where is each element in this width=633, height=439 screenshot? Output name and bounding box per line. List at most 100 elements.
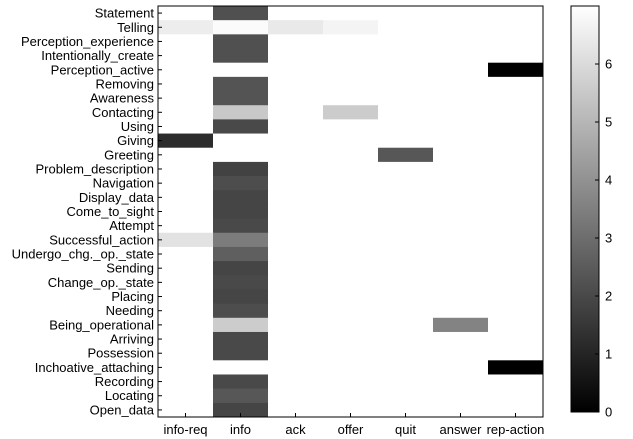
heatmap-cell [378,289,434,305]
x-tick-label: answer [440,422,483,437]
heatmap-cell [488,402,544,418]
heatmap-cell [488,303,544,319]
heatmap-cell [268,62,324,78]
heatmap-cell [213,119,269,134]
heatmap-cell [323,303,379,319]
heatmap-cell [268,360,324,375]
heatmap-cell [323,34,379,49]
heatmap-cell [378,76,434,92]
heatmap-cell [433,317,489,333]
heatmap-cell [213,20,269,35]
heatmap-cell [158,303,214,319]
heatmap-cell [213,261,269,276]
heatmap-cell [158,402,214,418]
heatmap-cell [158,232,214,248]
heatmap-cell [378,360,434,375]
heatmap-cell [488,91,544,106]
heatmap-cell [323,346,379,361]
y-tick-label: Greeting [104,147,154,162]
heatmap-cell [213,374,269,390]
heatmap-cell [158,76,214,92]
heatmap-cell [158,176,214,191]
heatmap-cell [213,232,269,248]
y-tick-label: Display_data [79,190,155,205]
colorbar-tick-label: 5 [605,115,612,130]
heatmap-cell [268,261,324,276]
heatmap-cell [378,275,434,290]
colorbar-tick-label: 2 [605,289,612,304]
heatmap-cell [488,161,544,177]
heatmap-cell [323,105,379,120]
heatmap-cell [213,275,269,290]
heatmap-cell [433,374,489,390]
heatmap-cell [378,91,434,106]
y-tick-label: Awareness [90,91,155,106]
heatmap-cell [433,261,489,276]
heatmap-cell [213,161,269,177]
y-tick-label: Telling [117,20,154,35]
heatmap-cell [213,6,269,21]
heatmap-cell [268,317,324,333]
heatmap-cell [158,261,214,276]
x-tick-label: quit [395,422,416,437]
heatmap-cell [323,275,379,290]
heatmap-cell [213,204,269,219]
y-axis: StatementTellingPerception_experienceInt… [12,6,162,417]
y-tick-label: Intentionally_create [41,48,154,63]
heatmap-cell [488,246,544,262]
heatmap-cell [488,232,544,248]
y-tick-label: Change_op._state [48,275,154,290]
heatmap-cell [268,20,324,35]
heatmap-cell [433,190,489,205]
heatmap-cell [268,346,324,361]
heatmap-cell [433,147,489,163]
heatmap-cell [158,388,214,404]
heatmap-cell [488,176,544,191]
y-tick-label: Inchoative_attaching [35,360,154,375]
y-tick-label: Being_operational [49,317,154,332]
heatmap-cell [433,6,489,21]
heatmap-cell [268,48,324,64]
heatmap-cells [158,6,544,418]
heatmap-cell [378,133,434,149]
heatmap-cell [213,176,269,191]
y-tick-label: Contacting [92,105,154,120]
heatmap-cell [268,232,324,248]
y-tick-label: Removing [95,76,154,91]
heatmap-cell [488,204,544,219]
heatmap-cell [488,76,544,92]
heatmap-cell [158,6,214,21]
heatmap-cell [323,374,379,390]
heatmap-cell [433,161,489,177]
heatmap-cell [268,275,324,290]
heatmap-cell [488,62,544,78]
heatmap-cell [323,360,379,375]
heatmap-cell [158,317,214,333]
y-tick-label: Statement [95,6,155,21]
y-tick-label: Locating [105,388,154,403]
y-tick-label: Recording [95,374,154,389]
heatmap-cell [268,246,324,262]
heatmap-cell [378,388,434,404]
heatmap-cell [323,119,379,134]
heatmap-cell [378,303,434,319]
heatmap-cell [323,62,379,78]
heatmap-cell [378,246,434,262]
heatmap-cell [378,402,434,418]
heatmap-cell [433,20,489,35]
y-tick-label: Perception_experience [21,34,154,49]
heatmap-cell [158,331,214,347]
heatmap-cell [158,289,214,305]
heatmap-cell [323,289,379,305]
colorbar-tick-label: 4 [605,173,612,188]
heatmap-cell [378,20,434,35]
y-tick-label: Attempt [109,218,154,233]
y-tick-label: Giving [117,133,154,148]
heatmap-cell [378,317,434,333]
heatmap-cell [158,275,214,290]
heatmap-cell [268,402,324,418]
heatmap-cell [268,91,324,106]
heatmap-cell [213,289,269,305]
colorbar-tick-label: 3 [605,231,612,246]
heatmap-cell [488,346,544,361]
